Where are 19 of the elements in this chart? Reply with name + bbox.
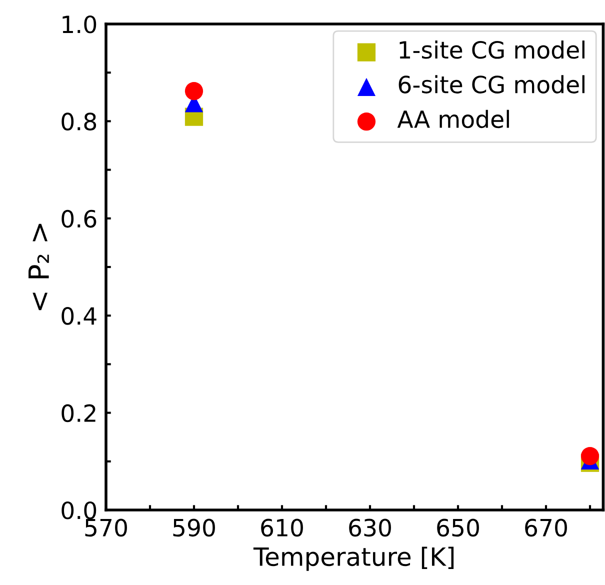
legend-label: 6-site CG model	[398, 75, 584, 94]
x-tick-label: 590	[173, 518, 215, 537]
y-tick-label: 1.0	[62, 15, 96, 34]
y-tick-label: 0.6	[62, 210, 96, 228]
x-tick-label: 670	[525, 518, 567, 537]
y-tick-label: 0.2	[62, 404, 96, 422]
x-tick-label: 610	[261, 518, 303, 537]
x-tick-label: 570	[85, 518, 127, 537]
x-axis-title: Temperature [K]	[253, 546, 454, 571]
y-axis-title: < P₂ >	[28, 224, 49, 310]
point	[184, 82, 204, 100]
y-tick-label: 0.0	[62, 501, 96, 520]
y-tick-label: 0.4	[62, 307, 96, 325]
y-tick-label: 0.8	[62, 112, 96, 131]
x-tick-label: 650	[437, 518, 479, 537]
legend-label: AA model	[397, 110, 509, 128]
legend-label: 1-site CG model	[400, 40, 584, 59]
point	[580, 447, 600, 466]
x-tick-label: 630	[349, 518, 391, 537]
